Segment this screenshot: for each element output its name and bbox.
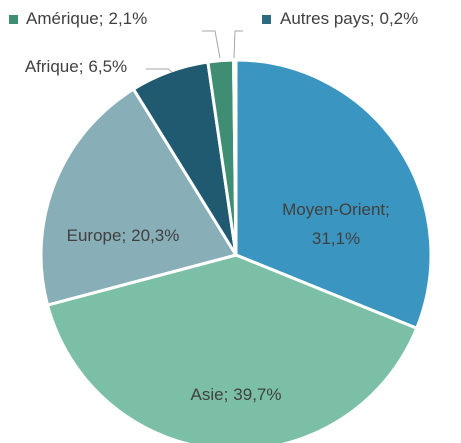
leader-line bbox=[233, 30, 243, 59]
slice-label: Asie; 39,7% bbox=[191, 385, 282, 404]
pie-slice bbox=[232, 58, 238, 257]
slice-category: Afrique; bbox=[25, 57, 84, 76]
slice-label: Afrique; 6,5% bbox=[25, 57, 127, 76]
slice-value: 20,3% bbox=[131, 226, 179, 245]
legend-marker bbox=[262, 15, 271, 24]
slice-label: Moyen-Orient; 31,1% bbox=[282, 200, 390, 248]
slice-label: Europe; 20,3% bbox=[67, 226, 180, 245]
slice-value: 39,7% bbox=[233, 385, 281, 404]
slice-category: Moyen-Orient; bbox=[282, 200, 390, 219]
slice-value: 6,5% bbox=[88, 57, 127, 76]
slice-label: Amérique; 2,1% bbox=[26, 9, 147, 28]
slice-value: 2,1% bbox=[108, 9, 147, 28]
leader-line bbox=[146, 68, 173, 73]
legend-marker bbox=[9, 15, 18, 24]
slice-category: Asie; bbox=[191, 385, 229, 404]
pie-slice bbox=[234, 58, 433, 330]
pie-slice bbox=[46, 253, 419, 443]
slice-category: Amérique; bbox=[26, 9, 103, 28]
slice-label: Autres pays; 0,2% bbox=[280, 9, 418, 28]
slice-category: Autres pays; bbox=[280, 9, 375, 28]
slice-value: 31,1% bbox=[312, 229, 360, 248]
slice-category: Europe; bbox=[67, 226, 127, 245]
leader-line bbox=[202, 30, 221, 59]
slice-value: 0,2% bbox=[380, 9, 419, 28]
pie-slice bbox=[39, 87, 238, 307]
